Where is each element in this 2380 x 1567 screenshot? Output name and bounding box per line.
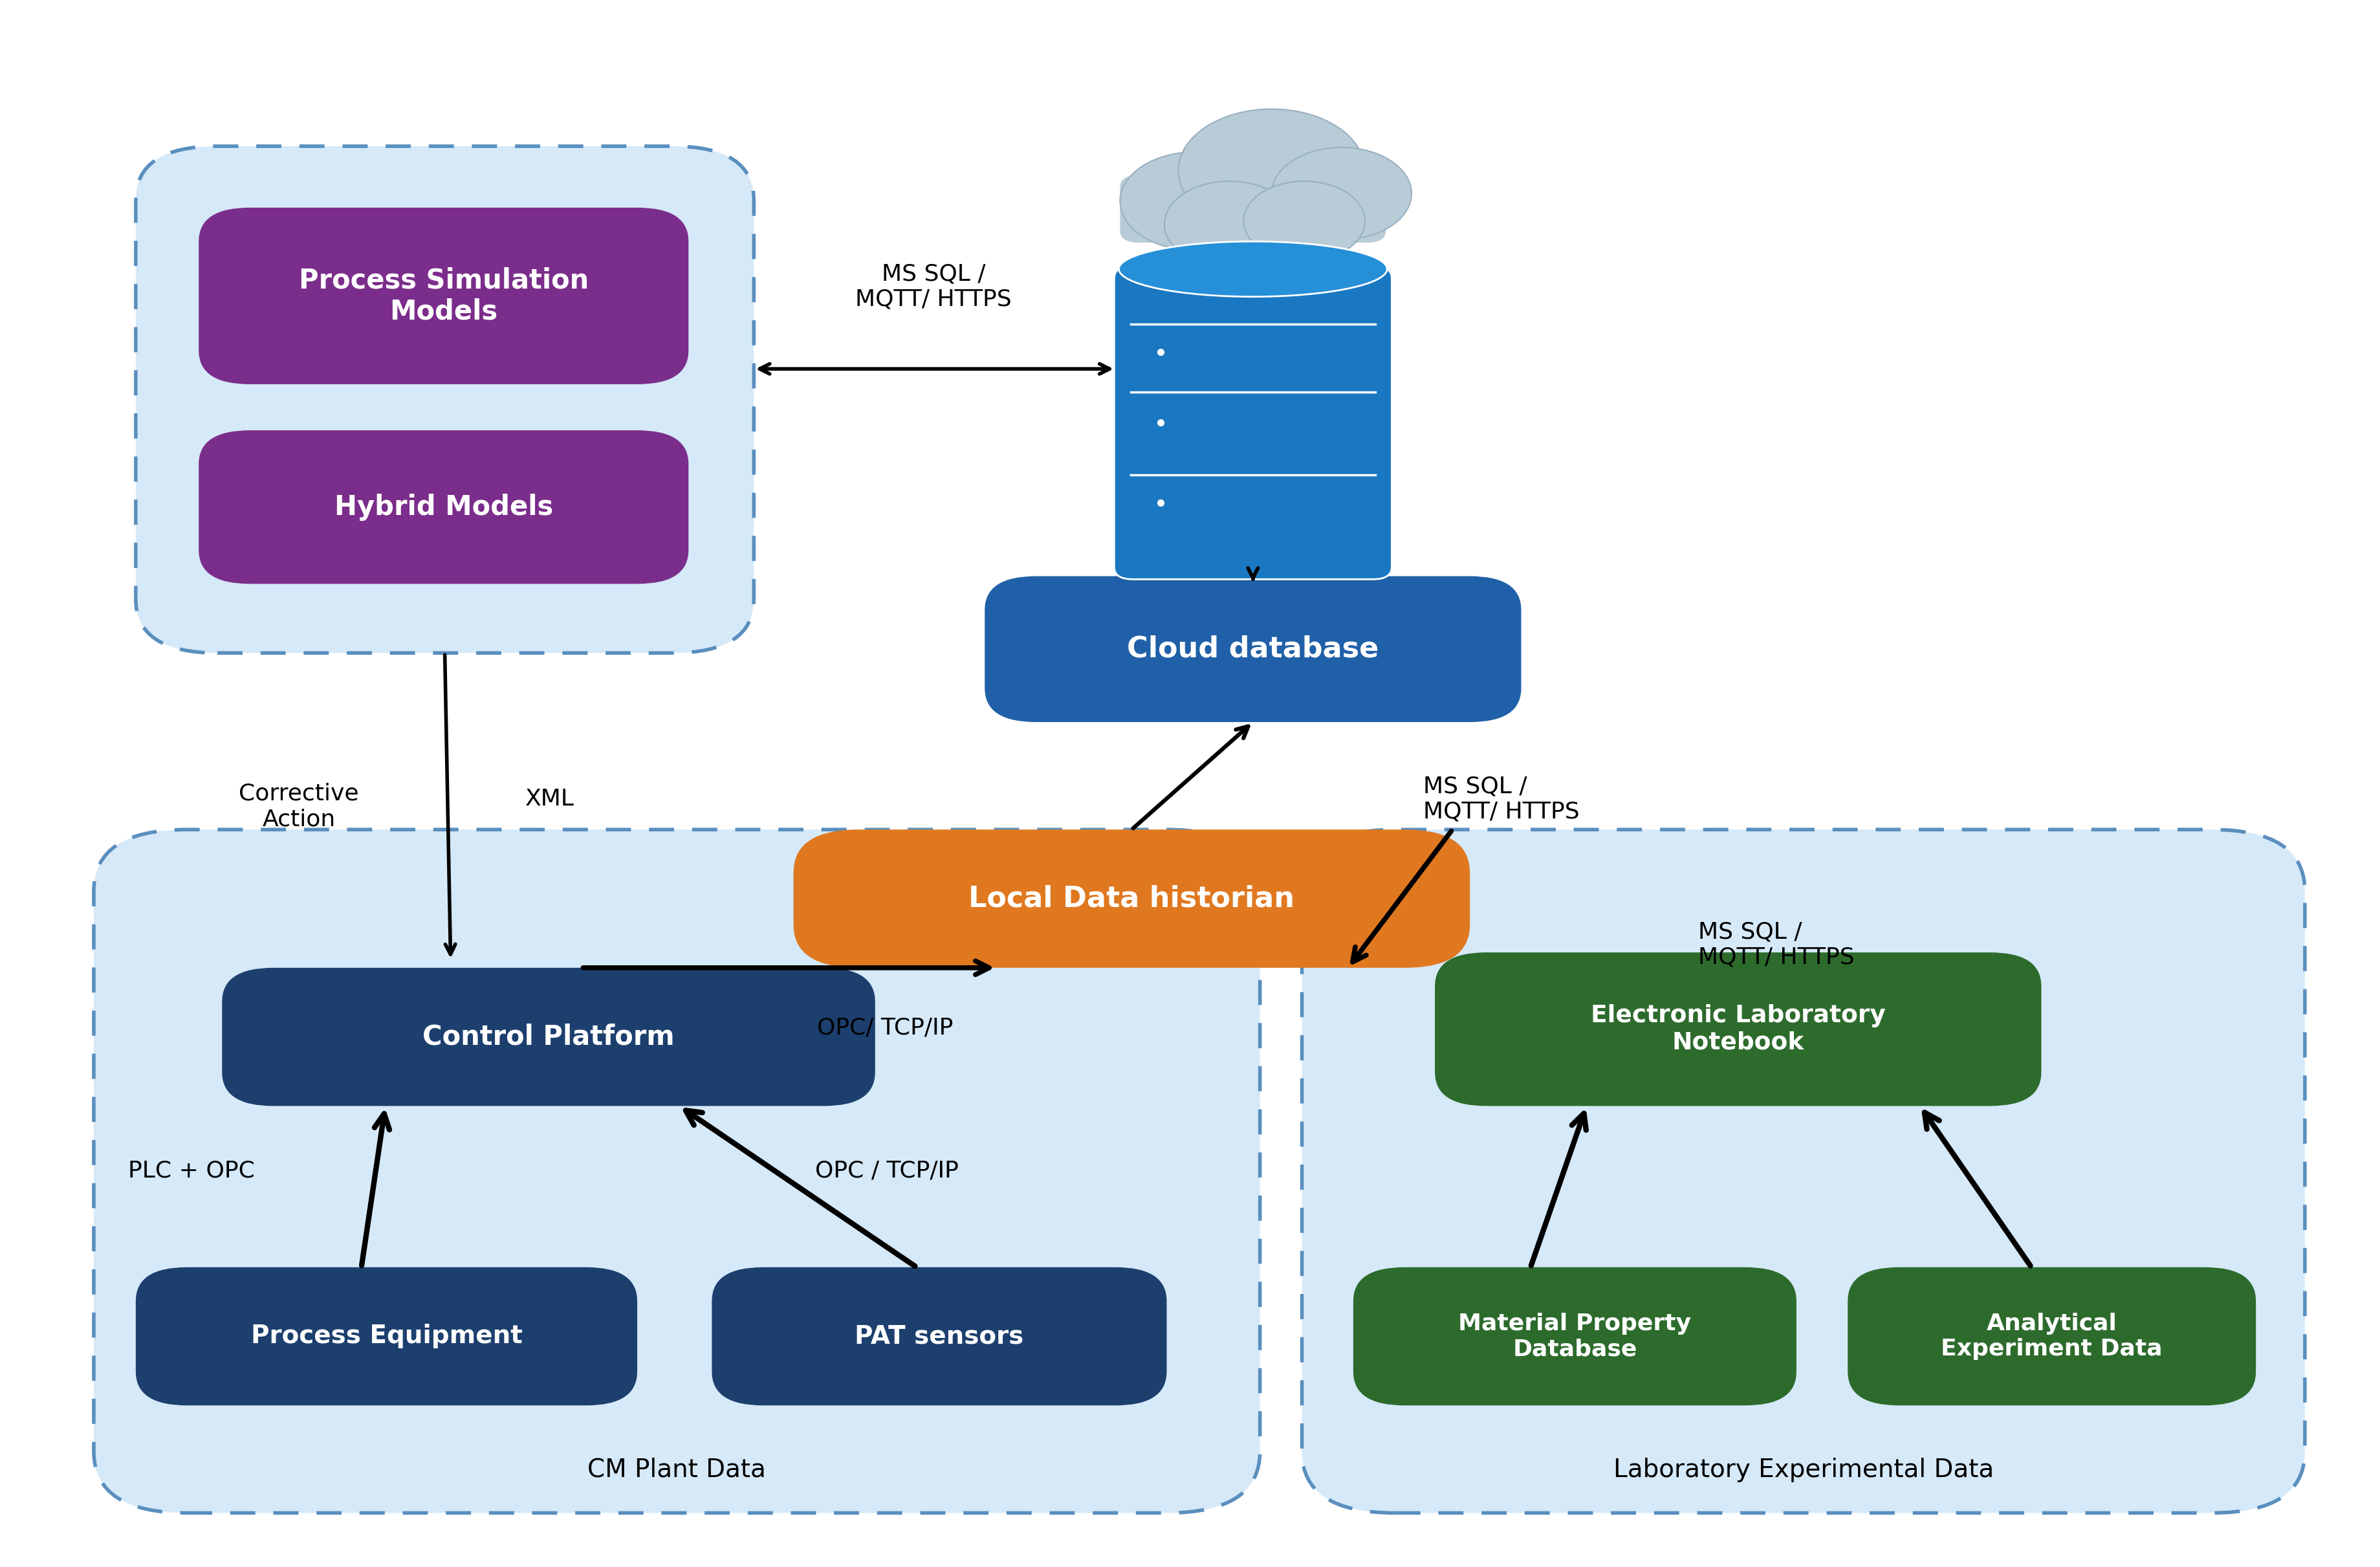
FancyBboxPatch shape: [221, 968, 876, 1106]
FancyBboxPatch shape: [985, 577, 1521, 722]
FancyBboxPatch shape: [1121, 176, 1385, 243]
Text: Process Simulation
Models: Process Simulation Models: [298, 266, 588, 326]
FancyBboxPatch shape: [793, 829, 1471, 968]
FancyBboxPatch shape: [1114, 266, 1392, 580]
FancyBboxPatch shape: [136, 146, 754, 653]
FancyBboxPatch shape: [200, 431, 688, 584]
Ellipse shape: [1119, 241, 1388, 296]
Circle shape: [1271, 147, 1411, 240]
Text: Hybrid Models: Hybrid Models: [333, 494, 552, 520]
FancyBboxPatch shape: [1354, 1268, 1797, 1406]
Text: MS SQL /
MQTT/ HTTPS: MS SQL / MQTT/ HTTPS: [1699, 921, 1854, 968]
Text: OPC/ TCP/IP: OPC/ TCP/IP: [816, 1017, 952, 1039]
FancyBboxPatch shape: [1847, 1268, 2256, 1406]
Text: XML: XML: [526, 788, 574, 810]
Text: Local Data historian: Local Data historian: [969, 885, 1295, 912]
Text: Analytical
Experiment Data: Analytical Experiment Data: [1942, 1313, 2163, 1360]
Text: Laboratory Experimental Data: Laboratory Experimental Data: [1614, 1457, 1994, 1482]
Text: Material Property
Database: Material Property Database: [1459, 1313, 1692, 1360]
Text: PAT sensors: PAT sensors: [854, 1324, 1023, 1349]
Text: PLC + OPC: PLC + OPC: [129, 1160, 255, 1182]
FancyBboxPatch shape: [1302, 829, 2304, 1514]
Text: Process Equipment: Process Equipment: [250, 1324, 521, 1349]
FancyBboxPatch shape: [712, 1268, 1166, 1406]
Text: OPC / TCP/IP: OPC / TCP/IP: [814, 1160, 959, 1182]
FancyBboxPatch shape: [1435, 953, 2042, 1106]
Circle shape: [1178, 110, 1366, 232]
Text: Cloud database: Cloud database: [1128, 635, 1378, 663]
Text: Electronic Laboratory
Notebook: Electronic Laboratory Notebook: [1590, 1004, 1885, 1055]
Text: Control Platform: Control Platform: [424, 1023, 674, 1050]
Text: MS SQL /
MQTT/ HTTPS: MS SQL / MQTT/ HTTPS: [854, 263, 1012, 310]
FancyBboxPatch shape: [200, 208, 688, 384]
Circle shape: [1121, 152, 1269, 251]
Text: MS SQL /
MQTT/ HTTPS: MS SQL / MQTT/ HTTPS: [1423, 776, 1580, 823]
FancyBboxPatch shape: [93, 829, 1259, 1514]
Text: Corrective
Action: Corrective Action: [238, 784, 359, 831]
Circle shape: [1245, 182, 1366, 262]
Text: CM Plant Data: CM Plant Data: [588, 1457, 766, 1482]
Circle shape: [1164, 182, 1295, 268]
FancyBboxPatch shape: [136, 1268, 638, 1406]
